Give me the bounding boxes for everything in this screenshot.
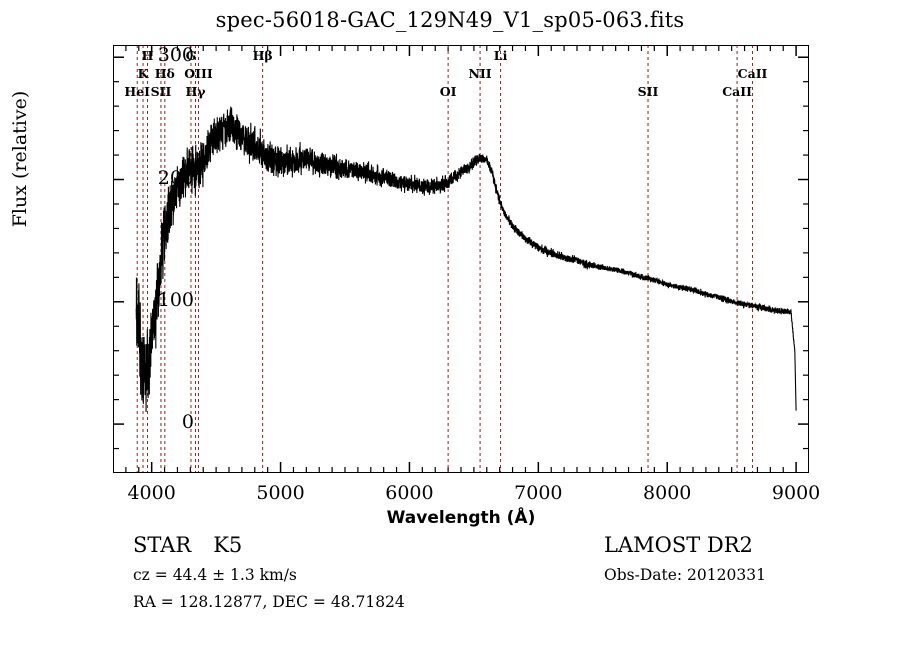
spectral-line-label: CaII bbox=[737, 66, 768, 81]
spectral-line-label: G bbox=[185, 48, 197, 63]
x-tick-label: 9000 bbox=[771, 482, 821, 504]
coordinates: RA = 128.12877, DEC = 48.71824 bbox=[133, 593, 405, 611]
survey-name: LAMOST DR2 bbox=[604, 533, 753, 557]
radial-velocity: cz = 44.4 ± 1.3 km/s bbox=[133, 566, 297, 584]
y-tick-label: 300 bbox=[157, 44, 194, 67]
object-class: STAR bbox=[133, 533, 192, 557]
spectral-type: K5 bbox=[213, 533, 243, 557]
spectral-line-label: SII bbox=[637, 84, 659, 99]
x-tick-label: 6000 bbox=[385, 482, 434, 504]
spectral-line-label: Li bbox=[493, 48, 508, 63]
spectral-line-label: HeI bbox=[124, 84, 151, 99]
spectral-line-label: K bbox=[137, 66, 149, 81]
x-tick-label: 7000 bbox=[514, 482, 563, 504]
figure-title: spec-56018-GAC_129N49_V1_sp05-063.fits bbox=[215, 8, 685, 32]
x-axis-title: Wavelength (Å) bbox=[386, 508, 536, 528]
spectrum-trace bbox=[135, 106, 797, 412]
spectral-line-label: OIII bbox=[184, 66, 213, 81]
plot-area bbox=[113, 45, 809, 473]
x-tick-label: 5000 bbox=[256, 482, 305, 504]
spectral-line-label: Hβ bbox=[252, 48, 273, 63]
y-tick-label: 100 bbox=[157, 288, 194, 311]
y-tick-label: 200 bbox=[157, 166, 194, 189]
y-tick-label: 0 bbox=[181, 411, 194, 434]
footer-right: LAMOST DR2 Obs-Date: 20120331 bbox=[604, 533, 766, 584]
x-tick-label: 8000 bbox=[643, 482, 692, 504]
observation-date: Obs-Date: 20120331 bbox=[604, 566, 766, 584]
spectral-line-label: H bbox=[141, 48, 154, 63]
y-axis-title: Flux (relative) bbox=[9, 90, 31, 228]
spectral-line-label: CaII bbox=[722, 84, 752, 99]
spectral-line-label: SII bbox=[150, 84, 172, 99]
footer-left: STAR K5 cz = 44.4 ± 1.3 km/s RA = 128.128… bbox=[133, 533, 405, 611]
x-tick-label: 4000 bbox=[127, 482, 176, 504]
spectral-line-label: NII bbox=[468, 66, 492, 81]
object-class-and-type: STAR K5 bbox=[133, 533, 405, 557]
spectral-line-label: Hδ bbox=[154, 66, 175, 81]
spectral-line-label: Hγ bbox=[185, 84, 206, 99]
spectral-line-label: OI bbox=[439, 84, 457, 99]
